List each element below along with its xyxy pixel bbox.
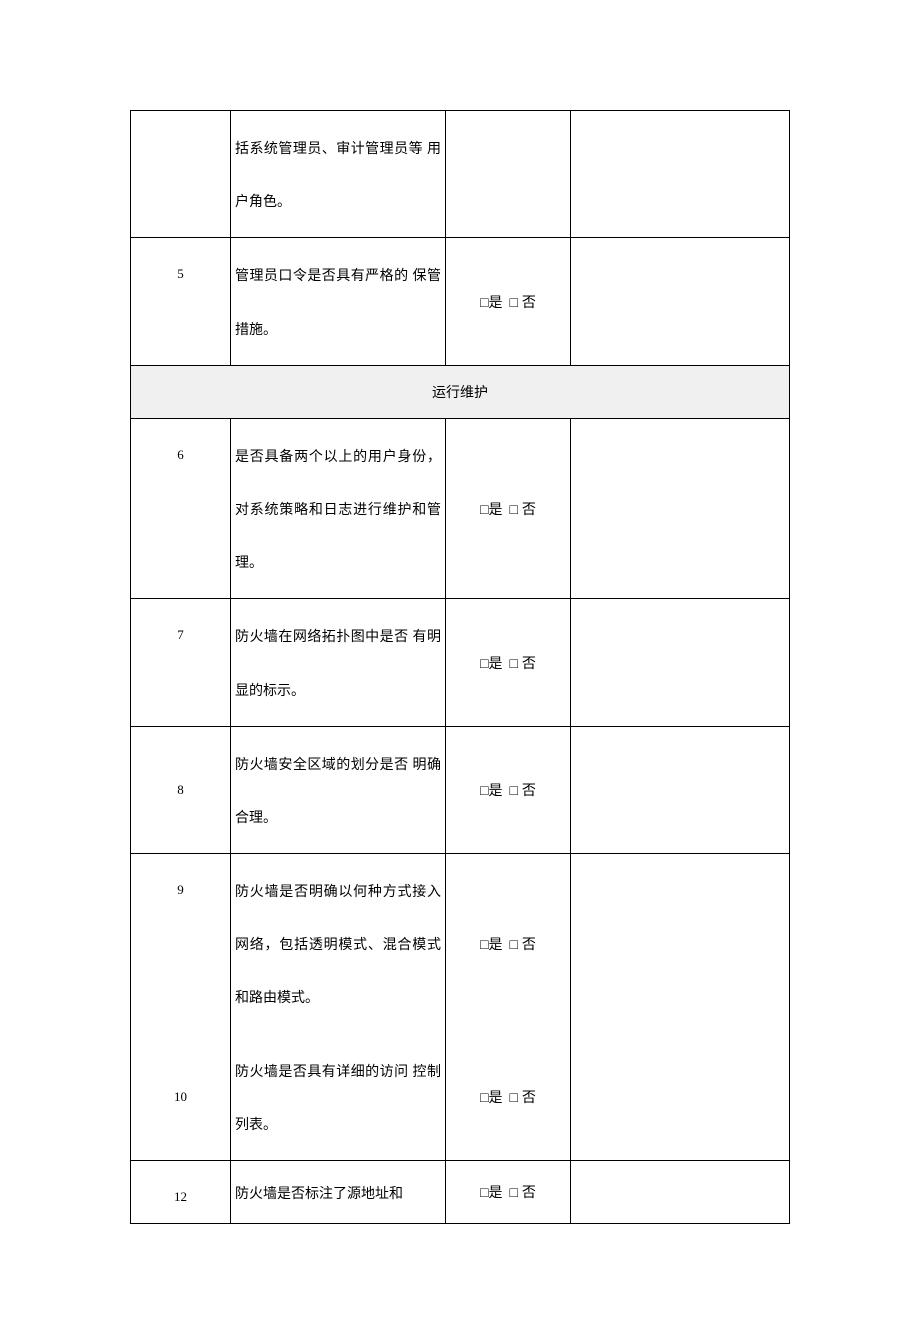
- table-row: 5 管理员口令是否具有严格的 保管措施。 □是 □ 否: [131, 238, 790, 365]
- row-number: 12: [131, 1161, 231, 1224]
- row-checkbox-cell: [446, 111, 571, 238]
- row-note: [571, 238, 790, 365]
- table-row: 7 防火墙在网络拓扑图中是否 有明显的标示。 □是 □ 否: [131, 599, 790, 726]
- table-row: 10 防火墙是否具有详细的访问 控制列表。 □是 □ 否: [131, 1034, 790, 1161]
- row-note: [571, 726, 790, 853]
- checkbox-no[interactable]: □ 否: [510, 655, 536, 671]
- row-number: [131, 111, 231, 238]
- section-header: 运行维护: [131, 365, 790, 418]
- row-description: 防火墙是否明确以何种方式接入网络，包括透明模式、混合模式和路由模式。: [231, 854, 446, 1034]
- checklist-table-wrapper: 括系统管理员、审计管理员等 用户角色。 5 管理员口令是否具有严格的 保管措施。…: [130, 110, 790, 1224]
- checkbox-yes[interactable]: □是: [480, 655, 502, 671]
- checkbox-no[interactable]: □ 否: [510, 501, 536, 517]
- row-note: [571, 1161, 790, 1224]
- checkbox-yes[interactable]: □是: [480, 936, 502, 952]
- checkbox-yes[interactable]: □是: [480, 501, 502, 517]
- row-checkbox-cell: □是 □ 否: [446, 1034, 571, 1161]
- checklist-table: 括系统管理员、审计管理员等 用户角色。 5 管理员口令是否具有严格的 保管措施。…: [130, 110, 790, 1224]
- row-description: 防火墙是否标注了源地址和: [231, 1161, 446, 1224]
- row-checkbox-cell: □是 □ 否: [446, 418, 571, 599]
- table-row: 12 防火墙是否标注了源地址和 □是 □ 否: [131, 1161, 790, 1224]
- row-note: [571, 854, 790, 1034]
- row-number: 6: [131, 418, 231, 599]
- row-description: 管理员口令是否具有严格的 保管措施。: [231, 238, 446, 365]
- row-checkbox-cell: □是 □ 否: [446, 726, 571, 853]
- row-description: 防火墙安全区域的划分是否 明确合理。: [231, 726, 446, 853]
- checkbox-no[interactable]: □ 否: [510, 294, 536, 310]
- row-description: 括系统管理员、审计管理员等 用户角色。: [231, 111, 446, 238]
- checkbox-no[interactable]: □ 否: [510, 936, 536, 952]
- section-header-row: 运行维护: [131, 365, 790, 418]
- checkbox-no[interactable]: □ 否: [510, 1184, 536, 1200]
- row-description: 防火墙是否具有详细的访问 控制列表。: [231, 1034, 446, 1161]
- row-note: [571, 418, 790, 599]
- checkbox-yes[interactable]: □是: [480, 1089, 502, 1105]
- row-number: 7: [131, 599, 231, 726]
- checkbox-no[interactable]: □ 否: [510, 1089, 536, 1105]
- row-checkbox-cell: □是 □ 否: [446, 238, 571, 365]
- row-number: 5: [131, 238, 231, 365]
- row-number: 8: [131, 726, 231, 853]
- checkbox-yes[interactable]: □是: [480, 1184, 502, 1200]
- row-checkbox-cell: □是 □ 否: [446, 1161, 571, 1224]
- row-description: 是否具备两个以上的用户身份，对系统策略和日志进行维护和管理。: [231, 418, 446, 599]
- table-row: 6 是否具备两个以上的用户身份，对系统策略和日志进行维护和管理。 □是 □ 否: [131, 418, 790, 599]
- row-checkbox-cell: □是 □ 否: [446, 599, 571, 726]
- row-note: [571, 111, 790, 238]
- row-note: [571, 1034, 790, 1161]
- row-number: 10: [131, 1034, 231, 1161]
- table-row: 括系统管理员、审计管理员等 用户角色。: [131, 111, 790, 238]
- checkbox-no[interactable]: □ 否: [510, 782, 536, 798]
- row-number: 9: [131, 854, 231, 1034]
- checkbox-yes[interactable]: □是: [480, 782, 502, 798]
- table-row: 9 防火墙是否明确以何种方式接入网络，包括透明模式、混合模式和路由模式。 □是 …: [131, 854, 790, 1034]
- table-row: 8 防火墙安全区域的划分是否 明确合理。 □是 □ 否: [131, 726, 790, 853]
- row-note: [571, 599, 790, 726]
- row-description: 防火墙在网络拓扑图中是否 有明显的标示。: [231, 599, 446, 726]
- row-checkbox-cell: □是 □ 否: [446, 854, 571, 1034]
- checkbox-yes[interactable]: □是: [480, 294, 502, 310]
